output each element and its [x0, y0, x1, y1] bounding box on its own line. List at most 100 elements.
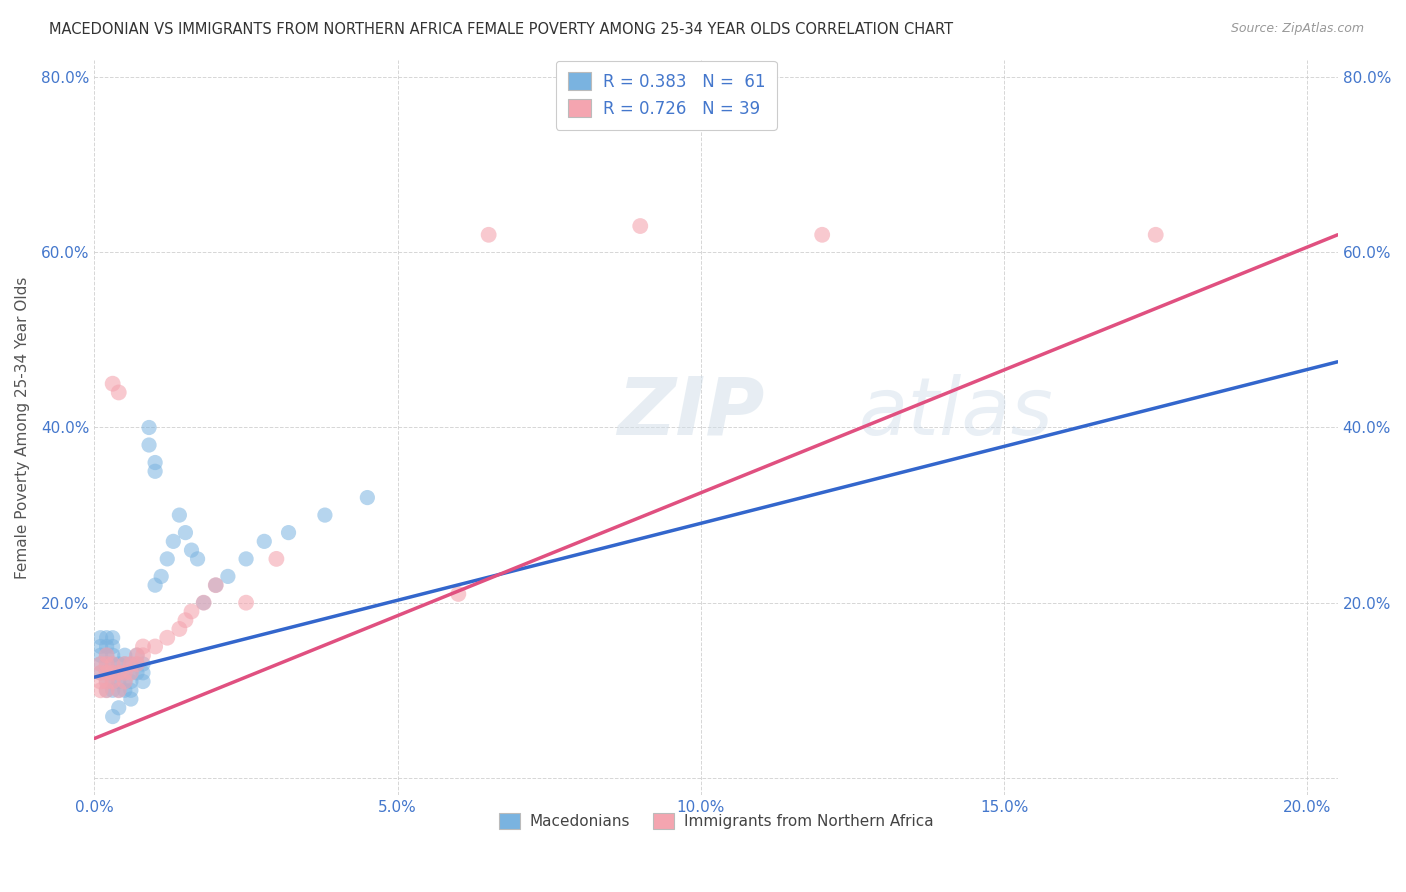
Point [1144, 227, 1167, 242]
Point [90, 657, 112, 671]
Point [90, 674, 112, 689]
Point [101, 631, 124, 645]
Point [96, 648, 118, 663]
Point [101, 683, 124, 698]
Point [132, 648, 155, 663]
Point [156, 631, 179, 645]
Text: atlas: atlas [859, 374, 1053, 451]
Point [101, 665, 124, 680]
Point [96, 674, 118, 689]
Point [96, 640, 118, 654]
Point [277, 525, 299, 540]
Legend: Macedonians, Immigrants from Northern Africa: Macedonians, Immigrants from Northern Af… [494, 807, 939, 836]
Point [114, 683, 136, 698]
Point [96, 665, 118, 680]
Point [174, 525, 197, 540]
Point [90, 640, 112, 654]
Point [356, 491, 378, 505]
Point [193, 596, 215, 610]
Point [169, 508, 191, 522]
Point [114, 665, 136, 680]
Point [174, 613, 197, 627]
Point [204, 578, 226, 592]
Point [96, 674, 118, 689]
Text: MACEDONIAN VS IMMIGRANTS FROM NORTHERN AFRICA FEMALE POVERTY AMONG 25-34 YEAR OL: MACEDONIAN VS IMMIGRANTS FROM NORTHERN A… [49, 22, 953, 37]
Point [120, 683, 142, 698]
Point [150, 569, 173, 583]
Point [96, 631, 118, 645]
Point [107, 700, 129, 714]
Point [90, 665, 112, 680]
Point [101, 674, 124, 689]
Text: ZIP: ZIP [617, 374, 763, 451]
Point [96, 657, 118, 671]
Point [114, 665, 136, 680]
Point [811, 227, 834, 242]
Point [132, 665, 155, 680]
Point [132, 657, 155, 671]
Point [101, 657, 124, 671]
Point [107, 683, 129, 698]
Point [114, 648, 136, 663]
Point [266, 552, 288, 566]
Point [478, 227, 501, 242]
Point [125, 648, 148, 663]
Point [180, 604, 202, 618]
Point [204, 578, 226, 592]
Point [90, 665, 112, 680]
Point [143, 464, 166, 478]
Point [96, 683, 118, 698]
Point [120, 674, 142, 689]
Point [107, 385, 129, 400]
Point [96, 683, 118, 698]
Point [120, 657, 142, 671]
Point [96, 657, 118, 671]
Point [143, 456, 166, 470]
Point [101, 657, 124, 671]
Point [114, 674, 136, 689]
Point [143, 578, 166, 592]
Point [120, 657, 142, 671]
Point [114, 657, 136, 671]
Point [156, 552, 179, 566]
Point [101, 709, 124, 723]
Point [314, 508, 336, 522]
Point [235, 552, 257, 566]
Y-axis label: Female Poverty Among 25-34 Year Olds: Female Poverty Among 25-34 Year Olds [15, 277, 30, 579]
Point [132, 640, 155, 654]
Point [253, 534, 276, 549]
Point [101, 376, 124, 391]
Point [120, 665, 142, 680]
Point [114, 674, 136, 689]
Point [138, 438, 160, 452]
Point [125, 665, 148, 680]
Point [217, 569, 239, 583]
Point [101, 640, 124, 654]
Point [101, 648, 124, 663]
Point [107, 665, 129, 680]
Point [96, 665, 118, 680]
Point [90, 657, 112, 671]
Text: Source: ZipAtlas.com: Source: ZipAtlas.com [1230, 22, 1364, 36]
Point [143, 640, 166, 654]
Point [628, 219, 651, 233]
Point [90, 683, 112, 698]
Point [193, 596, 215, 610]
Point [235, 596, 257, 610]
Point [120, 665, 142, 680]
Point [187, 552, 209, 566]
Point [90, 648, 112, 663]
Point [125, 657, 148, 671]
Point [125, 657, 148, 671]
Point [447, 587, 470, 601]
Point [114, 657, 136, 671]
Point [107, 665, 129, 680]
Point [107, 674, 129, 689]
Point [96, 648, 118, 663]
Point [120, 692, 142, 706]
Point [169, 622, 191, 636]
Point [180, 543, 202, 558]
Point [101, 665, 124, 680]
Point [132, 674, 155, 689]
Point [90, 631, 112, 645]
